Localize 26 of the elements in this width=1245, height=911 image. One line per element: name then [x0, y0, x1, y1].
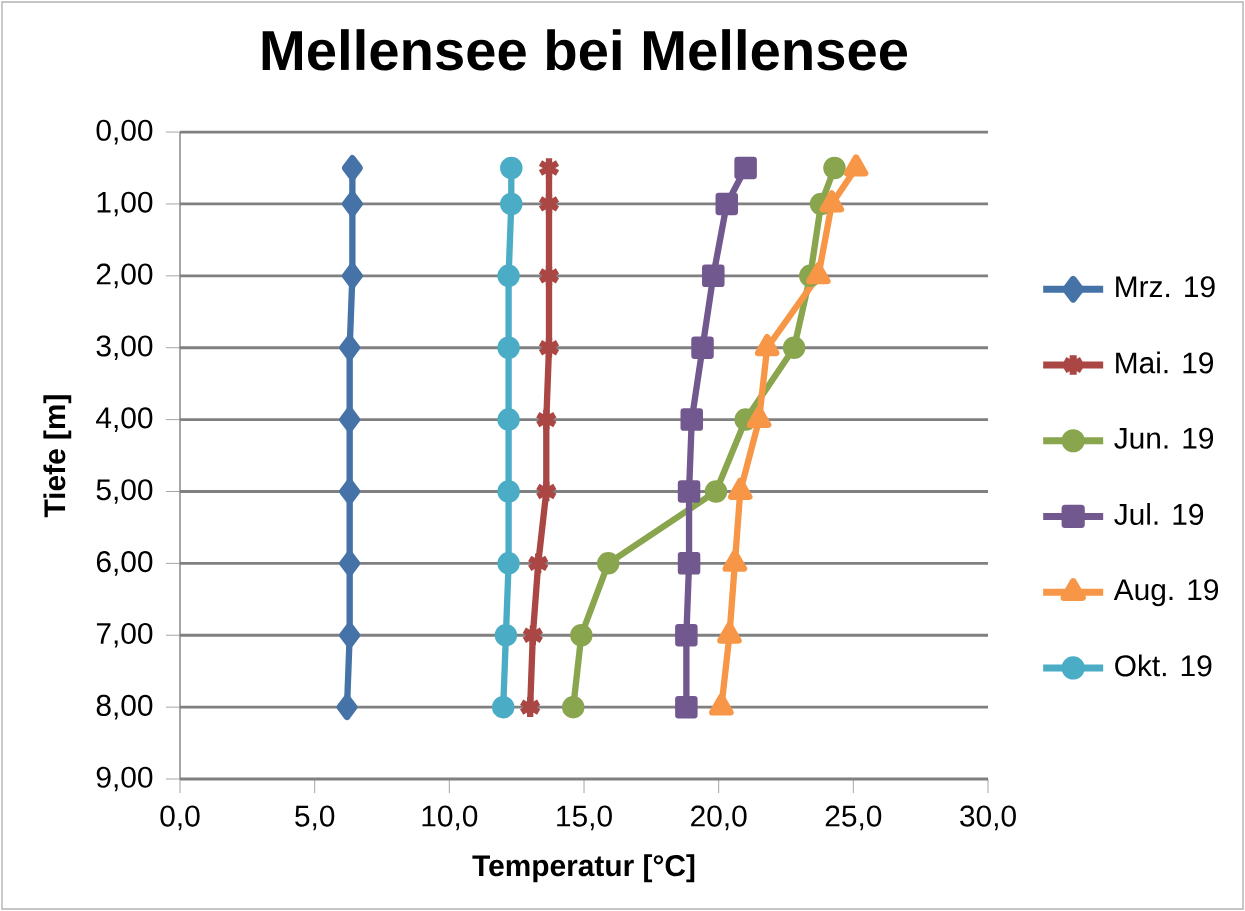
x-tick-label: 30,0	[960, 805, 1016, 831]
legend-label: Jun. 19	[1114, 427, 1214, 449]
legend-label: Mrz. 19	[1116, 276, 1215, 298]
y-tick-label: 2,00	[96, 263, 153, 289]
x-tick-label: 15,0	[557, 805, 612, 831]
y-tick-label: 4,00	[96, 407, 153, 432]
x-tick-label: 0,0	[160, 805, 200, 831]
x-axis-title: Temperatur [°C]	[472, 854, 695, 883]
x-tick-label: 10,0	[422, 805, 478, 831]
legend-label: Mai. 19	[1116, 351, 1214, 374]
y-tick-label: 0,00	[96, 119, 153, 145]
y-tick-label: 7,00	[96, 622, 153, 648]
chart-title: Mellensee bei Mellensee	[262, 29, 908, 71]
legend-label: Okt. 19	[1115, 654, 1212, 677]
y-tick-label: 1,00	[97, 191, 153, 217]
x-tick-label: 25,0	[825, 805, 882, 831]
legend-label: Aug. 19	[1113, 579, 1219, 607]
y-tick-label: 6,00	[96, 551, 153, 576]
y-tick-label: 5,00	[96, 479, 153, 504]
legend-label: Jul. 19	[1114, 503, 1204, 525]
y-axis-title: Tiefe [m]	[43, 395, 72, 518]
x-tick-label: 5,0	[295, 805, 335, 831]
x-tick-label: 20,0	[691, 805, 747, 831]
y-tick-label: 8,00	[96, 694, 153, 720]
y-tick-label: 9,00	[96, 766, 153, 792]
y-tick-label: 3,00	[96, 335, 153, 361]
